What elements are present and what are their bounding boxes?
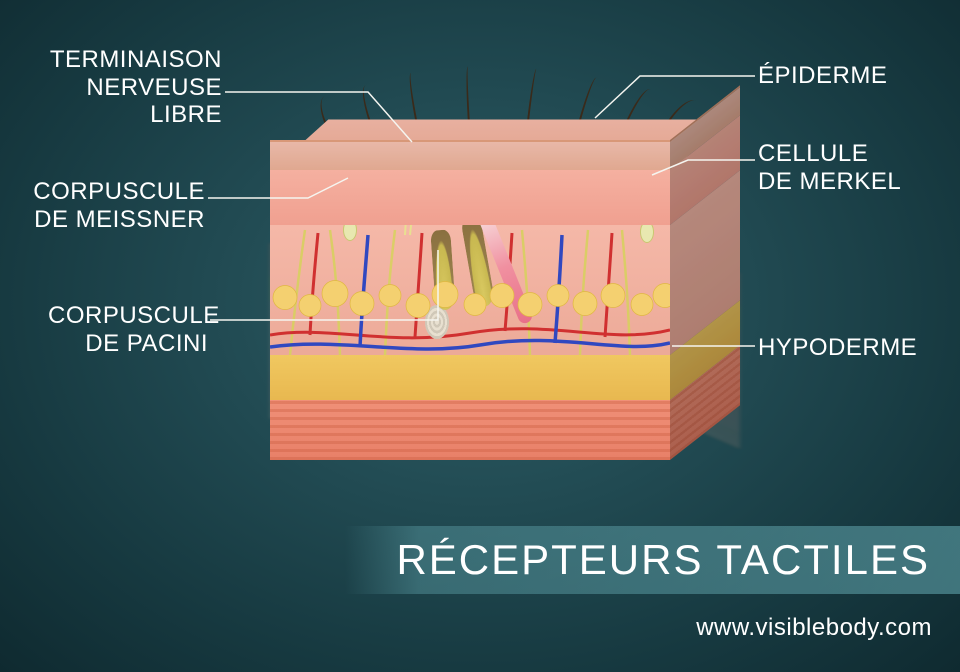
- label-line: NERVEUSE: [32, 74, 222, 102]
- label-right-1: CELLULEDE MERKEL: [758, 140, 938, 195]
- label-line: CORPUSCULE: [30, 178, 205, 206]
- label-left-0: TERMINAISONNERVEUSELIBRE: [32, 46, 222, 129]
- watermark-url: www.visiblebody.com: [696, 614, 932, 642]
- face-front: [270, 140, 670, 460]
- label-left-1: CORPUSCULEDE MEISSNER: [30, 178, 205, 233]
- label-left-2: CORPUSCULEDE PACINI: [48, 302, 208, 357]
- diagram-title: RÉCEPTEURS TACTILES: [396, 536, 930, 584]
- layer-hypodermis: [270, 355, 670, 400]
- skin-crosssection-block: [270, 80, 750, 460]
- fat-lobules: [270, 140, 670, 460]
- label-line: TERMINAISON: [32, 46, 222, 74]
- label-line: DE MEISSNER: [30, 206, 205, 234]
- label-right-0: ÉPIDERME: [758, 62, 938, 90]
- label-line: CORPUSCULE: [48, 302, 208, 330]
- face-right: [670, 85, 740, 460]
- label-line: DE PACINI: [48, 330, 208, 358]
- label-line: DE MERKEL: [758, 168, 938, 196]
- label-right-2: HYPODERME: [758, 334, 938, 362]
- title-bar: RÉCEPTEURS TACTILES: [345, 526, 960, 594]
- label-line: ÉPIDERME: [758, 62, 938, 90]
- label-line: LIBRE: [32, 101, 222, 129]
- label-line: CELLULE: [758, 140, 938, 168]
- label-line: HYPODERME: [758, 334, 938, 362]
